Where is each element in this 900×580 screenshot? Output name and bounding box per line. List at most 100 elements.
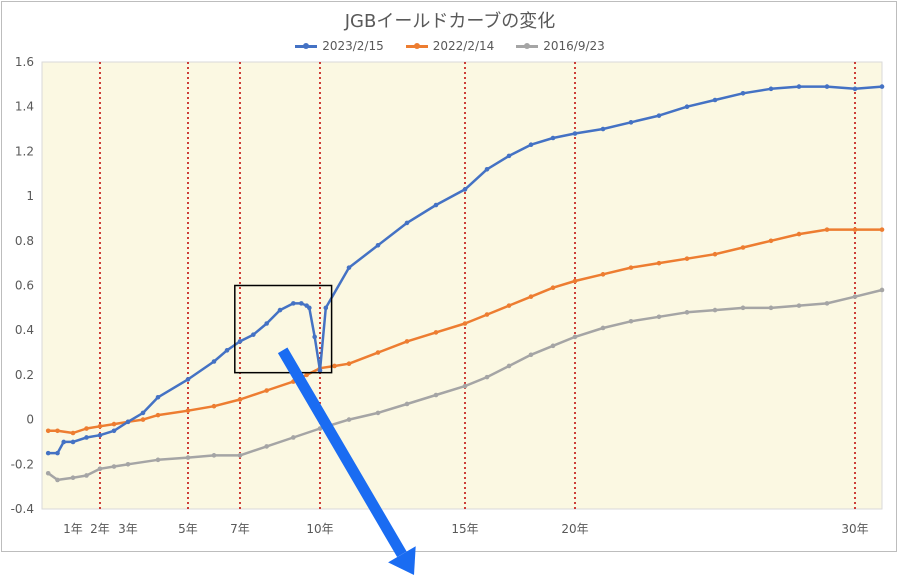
data-point-series-1 — [375, 350, 381, 355]
data-point-series-0 — [375, 242, 381, 248]
data-point-series-0 — [224, 348, 230, 353]
legend-item-series-0: 2023/2/15 — [295, 39, 384, 53]
data-point-series-2 — [111, 464, 117, 469]
data-point-series-0 — [323, 305, 329, 311]
x-tick-label: 30年 — [841, 522, 868, 536]
data-point-series-2 — [550, 343, 556, 349]
y-tick-label: 1.2 — [15, 144, 34, 158]
data-point-series-2 — [433, 392, 439, 398]
data-point-series-2 — [45, 470, 51, 476]
data-point-series-2 — [264, 444, 269, 449]
x-tick-label: 3年 — [118, 522, 138, 536]
data-point-series-1 — [84, 426, 89, 431]
data-point-series-2 — [346, 417, 352, 422]
data-point-series-2 — [684, 310, 690, 315]
data-point-series-2 — [185, 455, 191, 460]
plot-area — [41, 61, 883, 510]
data-point-series-0 — [433, 202, 439, 208]
data-point-series-0 — [312, 334, 317, 340]
legend-swatch-series-0 — [295, 42, 318, 49]
data-point-series-1 — [462, 321, 468, 326]
legend-label-series-1: 2022/2/14 — [432, 39, 495, 53]
legend-item-series-1: 2022/2/14 — [405, 39, 495, 53]
y-tick-label: -0.2 — [11, 457, 34, 471]
data-point-series-1 — [824, 227, 830, 232]
data-point-series-0 — [70, 439, 76, 445]
data-point-series-2 — [125, 462, 131, 467]
data-point-series-0 — [824, 84, 830, 89]
data-point-series-2 — [484, 374, 490, 380]
data-point-series-2 — [97, 466, 103, 472]
x-tick-label: 15年 — [451, 522, 478, 536]
data-point-series-0 — [155, 394, 161, 400]
chart-legend: 2023/2/15 2022/2/14 2016/9/23 — [0, 39, 900, 53]
data-point-series-2 — [291, 435, 296, 440]
data-point-series-2 — [528, 352, 534, 358]
data-point-series-0 — [264, 321, 269, 326]
data-point-series-0 — [684, 104, 690, 109]
data-point-series-0 — [277, 307, 283, 313]
data-point-series-1 — [304, 372, 309, 378]
data-point-series-1 — [768, 238, 774, 244]
data-point-series-2 — [824, 301, 830, 306]
data-point-series-1 — [111, 421, 117, 427]
data-point-series-0 — [45, 450, 51, 456]
data-point-series-2 — [55, 477, 60, 483]
data-point-series-2 — [317, 426, 323, 431]
data-point-series-1 — [740, 245, 746, 250]
data-point-series-0 — [97, 432, 103, 438]
x-tick-label: 20年 — [561, 522, 588, 536]
data-point-series-1 — [332, 363, 337, 369]
data-point-series-0 — [61, 439, 66, 445]
data-point-series-1 — [712, 251, 718, 257]
data-point-series-0 — [211, 359, 217, 364]
annotation-arrow-shaft — [277, 347, 407, 558]
data-point-series-1 — [140, 417, 146, 422]
data-point-series-0 — [55, 450, 60, 456]
chart-title: JGBイールドカーブの変化 — [344, 11, 556, 32]
data-point-series-0 — [656, 113, 662, 118]
data-point-series-1 — [600, 272, 606, 277]
data-point-series-0 — [307, 305, 312, 311]
data-point-series-2 — [879, 287, 885, 293]
data-point-series-0 — [796, 84, 802, 89]
data-point-series-1 — [155, 412, 161, 418]
data-point-series-1 — [237, 397, 243, 402]
y-tick-label: 0.8 — [15, 234, 34, 248]
x-tick-label: 10年 — [306, 522, 333, 536]
data-point-series-0 — [125, 419, 131, 425]
x-tick-label: 7年 — [230, 522, 250, 536]
data-point-series-0 — [140, 410, 146, 416]
data-point-series-2 — [628, 318, 634, 324]
data-point-series-0 — [404, 220, 410, 226]
data-point-series-0 — [550, 135, 556, 141]
data-point-series-1 — [528, 294, 534, 299]
y-tick-label: 0.4 — [15, 323, 34, 337]
data-point-series-0 — [111, 428, 117, 434]
legend-swatch-series-2 — [516, 42, 539, 49]
y-tick-label: 0.2 — [15, 368, 34, 382]
data-point-series-2 — [462, 383, 468, 389]
data-point-series-2 — [70, 475, 76, 481]
data-point-series-0 — [879, 84, 885, 89]
data-point-series-0 — [346, 265, 352, 270]
data-point-series-0 — [251, 332, 256, 337]
data-point-series-2 — [404, 401, 410, 407]
data-point-series-0 — [628, 120, 634, 125]
annotation-arrow-head — [388, 546, 416, 575]
legend-label-series-0: 2023/2/15 — [322, 39, 384, 53]
data-point-series-1 — [656, 260, 662, 266]
data-point-series-2 — [375, 410, 381, 416]
y-tick-label: 1.6 — [15, 55, 34, 69]
data-point-series-0 — [317, 368, 323, 373]
data-point-series-2 — [572, 334, 578, 340]
data-point-series-1 — [433, 330, 439, 335]
data-point-series-1 — [506, 303, 512, 308]
data-point-series-2 — [796, 303, 802, 308]
data-point-series-1 — [852, 227, 858, 232]
data-point-series-0 — [712, 97, 718, 103]
data-point-series-1 — [404, 339, 410, 344]
data-point-series-1 — [97, 424, 103, 429]
data-point-series-0 — [462, 187, 468, 192]
